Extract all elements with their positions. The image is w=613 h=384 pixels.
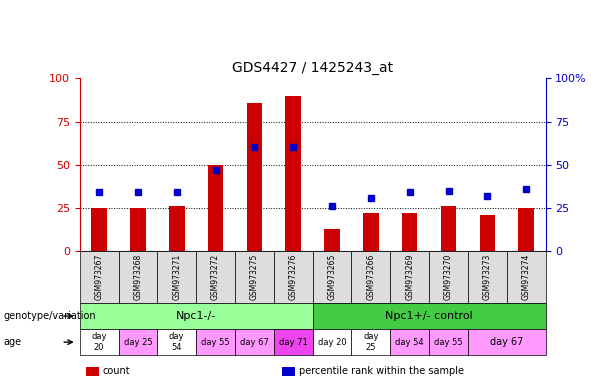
Text: day
20: day 20 xyxy=(91,333,107,352)
FancyBboxPatch shape xyxy=(196,329,235,355)
FancyBboxPatch shape xyxy=(429,251,468,303)
FancyBboxPatch shape xyxy=(235,329,274,355)
Text: GSM973273: GSM973273 xyxy=(483,254,492,300)
FancyBboxPatch shape xyxy=(468,329,546,355)
FancyBboxPatch shape xyxy=(158,251,196,303)
FancyBboxPatch shape xyxy=(80,329,118,355)
Text: GSM973272: GSM973272 xyxy=(211,254,220,300)
Text: day 71: day 71 xyxy=(279,338,308,347)
Text: percentile rank within the sample: percentile rank within the sample xyxy=(299,366,464,376)
Bar xyxy=(324,229,340,251)
Bar xyxy=(91,208,107,251)
FancyBboxPatch shape xyxy=(507,251,546,303)
FancyBboxPatch shape xyxy=(390,251,429,303)
Text: Npc1+/- control: Npc1+/- control xyxy=(385,311,473,321)
Text: GSM973276: GSM973276 xyxy=(289,254,298,300)
FancyBboxPatch shape xyxy=(80,303,313,329)
FancyBboxPatch shape xyxy=(274,329,313,355)
Bar xyxy=(286,96,301,251)
FancyBboxPatch shape xyxy=(118,251,158,303)
Text: day
25: day 25 xyxy=(363,333,379,352)
Title: GDS4427 / 1425243_at: GDS4427 / 1425243_at xyxy=(232,61,393,74)
Bar xyxy=(130,208,146,251)
FancyBboxPatch shape xyxy=(80,251,118,303)
Text: day 25: day 25 xyxy=(124,338,152,347)
Text: GSM973265: GSM973265 xyxy=(327,254,337,300)
Text: genotype/variation: genotype/variation xyxy=(3,311,96,321)
FancyBboxPatch shape xyxy=(118,329,158,355)
Text: GSM973266: GSM973266 xyxy=(367,254,375,300)
Bar xyxy=(441,206,456,251)
Text: day 55: day 55 xyxy=(201,338,230,347)
Text: GSM973275: GSM973275 xyxy=(250,254,259,300)
FancyBboxPatch shape xyxy=(390,329,429,355)
Bar xyxy=(363,213,379,251)
FancyBboxPatch shape xyxy=(235,251,274,303)
FancyBboxPatch shape xyxy=(468,251,507,303)
Text: GSM973274: GSM973274 xyxy=(522,254,531,300)
Bar xyxy=(402,213,417,251)
Text: GSM973269: GSM973269 xyxy=(405,254,414,300)
Text: day 54: day 54 xyxy=(395,338,424,347)
Text: day 67: day 67 xyxy=(240,338,269,347)
Text: GSM973267: GSM973267 xyxy=(94,254,104,300)
Text: age: age xyxy=(3,337,21,347)
FancyBboxPatch shape xyxy=(196,251,235,303)
Bar xyxy=(479,215,495,251)
Text: day 55: day 55 xyxy=(434,338,463,347)
Bar xyxy=(169,206,185,251)
FancyBboxPatch shape xyxy=(429,329,468,355)
Text: GSM973270: GSM973270 xyxy=(444,254,453,300)
Text: day 20: day 20 xyxy=(318,338,346,347)
FancyBboxPatch shape xyxy=(274,251,313,303)
FancyBboxPatch shape xyxy=(313,329,351,355)
FancyBboxPatch shape xyxy=(351,329,390,355)
Text: GSM973271: GSM973271 xyxy=(172,254,181,300)
Bar xyxy=(519,208,534,251)
FancyBboxPatch shape xyxy=(313,251,351,303)
Text: Npc1-/-: Npc1-/- xyxy=(176,311,216,321)
FancyBboxPatch shape xyxy=(158,329,196,355)
Text: day 67: day 67 xyxy=(490,337,524,347)
FancyBboxPatch shape xyxy=(313,303,546,329)
Bar xyxy=(208,165,223,251)
Text: count: count xyxy=(103,366,131,376)
FancyBboxPatch shape xyxy=(351,251,390,303)
Bar xyxy=(246,103,262,251)
Text: GSM973268: GSM973268 xyxy=(134,254,142,300)
Text: day
54: day 54 xyxy=(169,333,185,352)
